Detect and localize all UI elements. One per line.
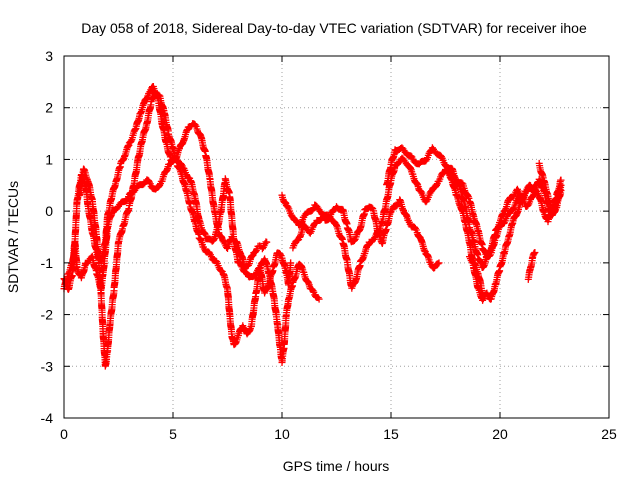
y-axis-label: SDTVAR / TECUs	[5, 181, 21, 293]
y-tick-label: -1	[41, 255, 54, 271]
series-markers	[535, 159, 565, 219]
y-tick-label: -3	[41, 358, 54, 374]
plot-frame	[63, 55, 610, 419]
series-trace-10	[535, 159, 565, 219]
series-markers	[466, 253, 487, 298]
y-tick-label: 1	[45, 151, 53, 167]
y-tick-label: 0	[45, 203, 53, 219]
x-tick-label: 15	[383, 426, 399, 442]
series-markers	[442, 162, 565, 304]
y-tick-label: 3	[45, 48, 53, 64]
x-tick-label: 25	[601, 426, 617, 442]
y-tick-label: 2	[45, 100, 53, 116]
x-axis-label: GPS time / hours	[283, 458, 390, 474]
series-trace-8	[466, 253, 487, 298]
x-tick-label: 5	[169, 426, 177, 442]
series-markers	[524, 249, 539, 283]
x-tick-label: 10	[274, 426, 290, 442]
grid	[64, 56, 609, 418]
x-tick-label: 0	[60, 426, 68, 442]
x-tick-label: 20	[492, 426, 508, 442]
ticks: 0 5 10 15 20 25 -4 -3 -2 -1 0 1 2 3	[41, 48, 617, 442]
y-tick-label: -4	[41, 410, 54, 426]
chart-title: Day 058 of 2018, Sidereal Day-to-day VTE…	[81, 20, 587, 36]
series-trace-9	[524, 249, 539, 283]
series-trace-7	[442, 162, 565, 304]
y-tick-label: -2	[41, 307, 54, 323]
